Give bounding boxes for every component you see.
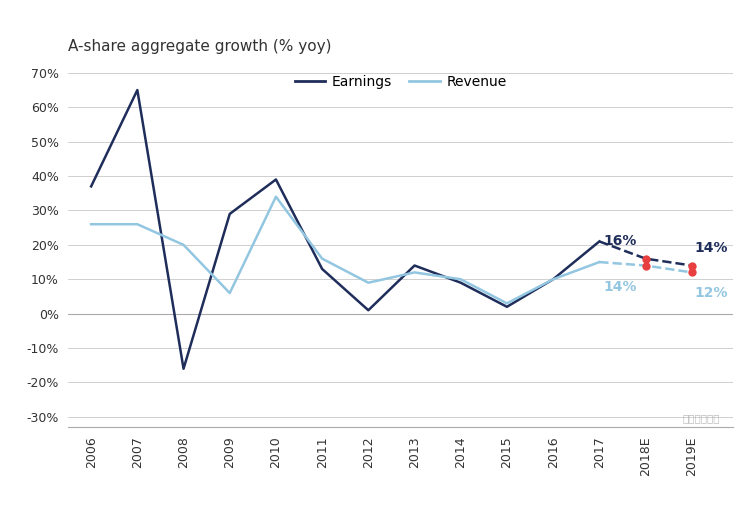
Text: 14%: 14% [695, 241, 728, 255]
Text: 灰岩金融科技: 灰岩金融科技 [683, 414, 720, 424]
Legend: Earnings, Revenue: Earnings, Revenue [289, 69, 513, 95]
Text: 14%: 14% [604, 279, 637, 293]
Text: 16%: 16% [604, 234, 637, 248]
Text: 12%: 12% [695, 287, 728, 301]
Text: A-share aggregate growth (% yoy): A-share aggregate growth (% yoy) [68, 40, 332, 54]
